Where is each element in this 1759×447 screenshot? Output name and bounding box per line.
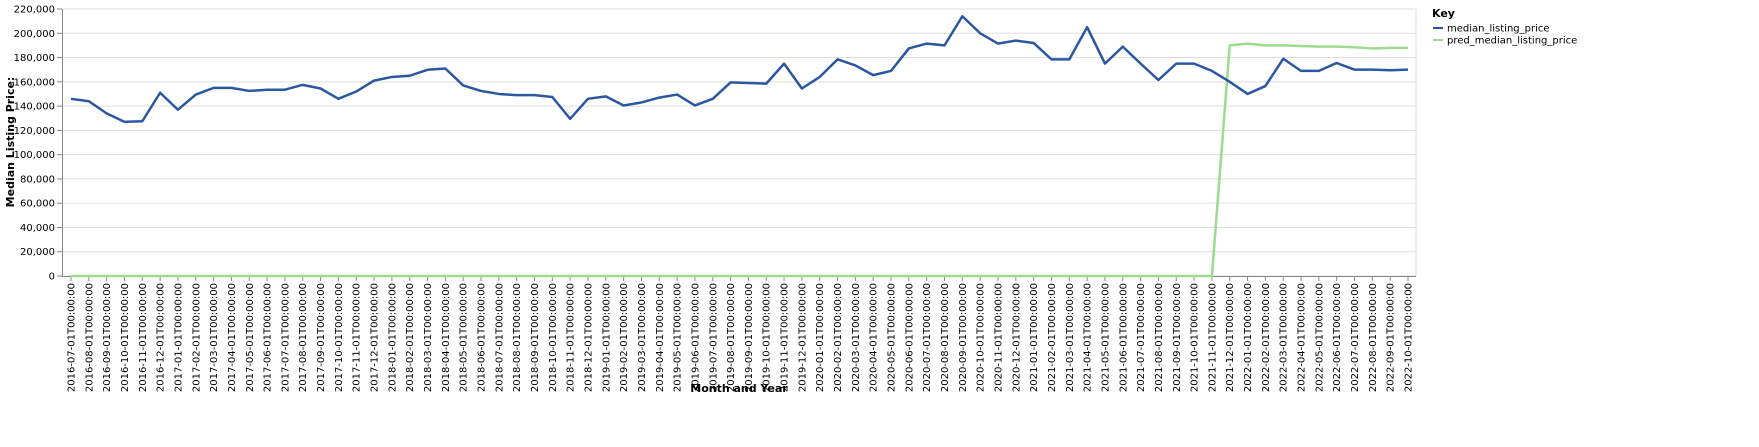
x-tick-label: 2018-10-01T00:00:00	[548, 283, 559, 392]
x-tick-label: 2022-03-01T00:00:00	[1279, 283, 1290, 392]
x-tick-label: 2017-06-01T00:00:00	[263, 283, 274, 392]
y-tick-label: 20,000	[20, 247, 55, 258]
x-tick-label: 2022-10-01T00:00:00	[1404, 283, 1415, 392]
x-tick-label: 2021-12-01T00:00:00	[1225, 283, 1236, 392]
x-tick-label: 2017-07-01T00:00:00	[280, 283, 291, 392]
x-tick-label: 2019-01-01T00:00:00	[601, 283, 612, 392]
y-tick-label: 80,000	[20, 174, 55, 185]
x-tick-label: 2017-03-01T00:00:00	[209, 283, 220, 392]
x-tick-label: 2020-11-01T00:00:00	[993, 283, 1004, 392]
x-tick-label: 2017-09-01T00:00:00	[316, 283, 327, 392]
x-tick-label: 2021-11-01T00:00:00	[1207, 283, 1218, 392]
x-tick-label: 2020-12-01T00:00:00	[1011, 283, 1022, 392]
x-tick-label: 2016-08-01T00:00:00	[84, 283, 95, 392]
x-tick-label: 2018-05-01T00:00:00	[459, 283, 470, 392]
y-tick-label: 220,000	[14, 5, 55, 16]
x-tick-label: 2019-07-01T00:00:00	[708, 283, 719, 392]
y-tick-label: 60,000	[20, 199, 55, 210]
x-tick-label: 2018-11-01T00:00:00	[566, 283, 577, 392]
x-tick-label: 2017-11-01T00:00:00	[352, 283, 363, 392]
legend-label: pred_median_listing_price	[1447, 36, 1577, 47]
x-tick-label: 2017-01-01T00:00:00	[173, 283, 184, 392]
x-tick-label: 2022-09-01T00:00:00	[1386, 283, 1397, 392]
x-tick-label: 2022-06-01T00:00:00	[1332, 283, 1343, 392]
x-tick-label: 2019-11-01T00:00:00	[780, 283, 791, 392]
x-tick-label: 2022-08-01T00:00:00	[1368, 283, 1379, 392]
x-tick-label: 2021-10-01T00:00:00	[1190, 283, 1201, 392]
x-tick-label: 2018-03-01T00:00:00	[423, 283, 434, 392]
x-tick-label: 2019-09-01T00:00:00	[744, 283, 755, 392]
x-tick-label: 2016-11-01T00:00:00	[138, 283, 149, 392]
x-tick-label: 2017-05-01T00:00:00	[245, 283, 256, 392]
y-tick-label: 180,000	[14, 53, 55, 64]
data-line	[71, 42, 1408, 278]
x-tick-label: 2019-05-01T00:00:00	[673, 283, 684, 392]
legend-title: Key	[1432, 7, 1455, 20]
x-tick-label: 2022-07-01T00:00:00	[1350, 283, 1361, 392]
x-tick-label: 2018-04-01T00:00:00	[441, 283, 452, 392]
y-tick-label: 160,000	[14, 77, 55, 88]
x-tick-label: 2022-02-01T00:00:00	[1261, 283, 1272, 392]
x-tick-label: 2021-09-01T00:00:00	[1172, 283, 1183, 392]
x-tick-label: 2017-08-01T00:00:00	[298, 283, 309, 392]
y-tick-label: 140,000	[14, 102, 55, 113]
x-tick-label: 2018-02-01T00:00:00	[405, 283, 416, 392]
x-tick-label: 2018-12-01T00:00:00	[583, 283, 594, 392]
x-tick-label: 2020-04-01T00:00:00	[869, 283, 880, 392]
x-tick-label: 2019-04-01T00:00:00	[655, 283, 666, 392]
x-tick-label: 2019-02-01T00:00:00	[619, 283, 630, 392]
x-tick-label: 2021-08-01T00:00:00	[1154, 283, 1165, 392]
x-tick-label: 2021-04-01T00:00:00	[1083, 283, 1094, 392]
x-tick-label: 2020-05-01T00:00:00	[887, 283, 898, 392]
x-tick-label: 2019-10-01T00:00:00	[762, 283, 773, 392]
x-axis-title: Month and Year	[690, 382, 788, 395]
x-tick-label: 2021-05-01T00:00:00	[1100, 283, 1111, 392]
x-tick-label: 2019-12-01T00:00:00	[797, 283, 808, 392]
x-tick-label: 2020-03-01T00:00:00	[851, 283, 862, 392]
x-tick-label: 2016-07-01T00:00:00	[67, 283, 78, 392]
x-tick-label: 2021-07-01T00:00:00	[1136, 283, 1147, 392]
x-tick-label: 2020-10-01T00:00:00	[976, 283, 987, 392]
x-tick-label: 2021-01-01T00:00:00	[1029, 283, 1040, 392]
x-tick-label: 2022-05-01T00:00:00	[1314, 283, 1325, 392]
x-tick-label: 2020-07-01T00:00:00	[922, 283, 933, 392]
x-tick-label: 2017-12-01T00:00:00	[370, 283, 381, 392]
x-tick-label: 2018-07-01T00:00:00	[494, 283, 505, 392]
x-tick-label: 2018-08-01T00:00:00	[512, 283, 523, 392]
x-tick-label: 2016-10-01T00:00:00	[120, 283, 131, 392]
x-tick-label: 2018-01-01T00:00:00	[387, 283, 398, 392]
x-tick-label: 2020-02-01T00:00:00	[833, 283, 844, 392]
y-tick-label: 100,000	[14, 150, 55, 161]
x-tick-label: 2018-09-01T00:00:00	[530, 283, 541, 392]
y-tick-label: 120,000	[14, 126, 55, 137]
legend-label: median_listing_price	[1447, 24, 1550, 35]
y-tick-label: 40,000	[20, 223, 55, 234]
x-tick-label: 2021-06-01T00:00:00	[1118, 283, 1129, 392]
y-axis-title: Median Listing Price:	[4, 77, 17, 208]
data-line	[70, 15, 1409, 124]
x-tick-label: 2022-04-01T00:00:00	[1297, 283, 1308, 392]
x-tick-label: 2017-10-01T00:00:00	[334, 283, 345, 392]
x-tick-label: 2021-02-01T00:00:00	[1047, 283, 1058, 392]
x-tick-label: 2019-08-01T00:00:00	[726, 283, 737, 392]
x-tick-label: 2017-04-01T00:00:00	[227, 283, 238, 392]
x-tick-label: 2021-03-01T00:00:00	[1065, 283, 1076, 392]
y-tick-label: 0	[49, 272, 55, 283]
y-tick-label: 200,000	[14, 29, 55, 40]
x-tick-label: 2018-06-01T00:00:00	[477, 283, 488, 392]
x-tick-label: 2016-12-01T00:00:00	[156, 283, 167, 392]
x-tick-label: 2019-06-01T00:00:00	[690, 283, 701, 392]
x-tick-label: 2017-02-01T00:00:00	[191, 283, 202, 392]
x-tick-label: 2020-01-01T00:00:00	[815, 283, 826, 392]
x-tick-label: 2016-09-01T00:00:00	[102, 283, 113, 392]
x-tick-label: 2020-09-01T00:00:00	[958, 283, 969, 392]
x-tick-label: 2022-01-01T00:00:00	[1243, 283, 1254, 392]
x-tick-label: 2020-08-01T00:00:00	[940, 283, 951, 392]
x-tick-label: 2019-03-01T00:00:00	[637, 283, 648, 392]
x-tick-label: 2020-06-01T00:00:00	[904, 283, 915, 392]
